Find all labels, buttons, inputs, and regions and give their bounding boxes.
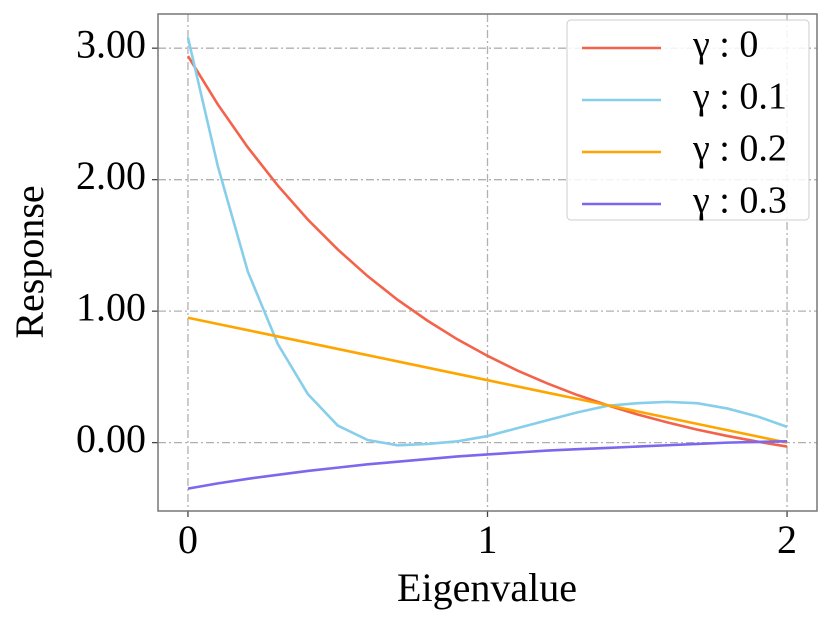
series-line	[186, 55, 788, 448]
y-axis-label: Response	[7, 185, 52, 338]
legend: γ : 0 γ : 0.1 γ : 0.2 γ : 0.3	[566, 19, 810, 222]
y-tick-label: 2.00	[76, 153, 146, 198]
x-tick-label: 0	[178, 517, 198, 562]
legend-label: γ : 0.1	[692, 76, 787, 118]
legend-box	[566, 19, 810, 221]
series-line	[187, 316, 788, 444]
legend-label: γ : 0	[692, 24, 758, 66]
x-tick-label: 1	[478, 517, 498, 562]
y-tick-label: 1.00	[76, 284, 146, 329]
plot-frame	[157, 13, 818, 512]
legend-label: γ : 0.2	[692, 128, 787, 170]
legend-label: γ : 0.3	[692, 180, 787, 222]
y-tick-label: 3.00	[76, 21, 146, 66]
x-tick-label: 2	[777, 517, 797, 562]
series-line	[186, 37, 788, 447]
x-axis-label: Eigenvalue	[397, 565, 577, 610]
y-tick-label: 0.00	[76, 416, 146, 461]
series-line	[187, 440, 788, 490]
